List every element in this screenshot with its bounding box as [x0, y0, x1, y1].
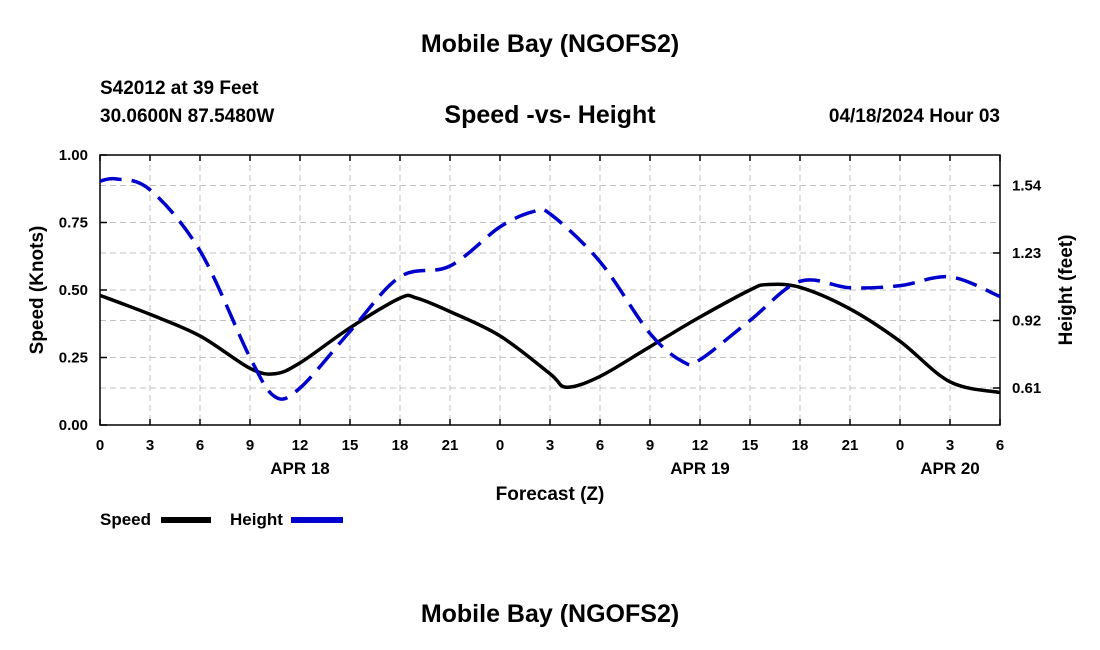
x-tick-label: 18 — [392, 437, 409, 454]
series-line-speed — [99, 282, 1001, 395]
y-tick-label: 1.00 — [59, 147, 88, 164]
x-tick-label: 9 — [246, 437, 254, 454]
axis-ticks — [99, 154, 1001, 426]
x-tick-label: 0 — [896, 437, 904, 454]
legend-height-label: Height — [230, 510, 283, 529]
x-tick-label: 0 — [496, 437, 504, 454]
y-tick-label: 0.00 — [59, 417, 88, 434]
x-axis-label: Forecast (Z) — [496, 484, 605, 505]
date-label: APR 19 — [670, 459, 730, 478]
footer-title: Mobile Bay (NGOFS2) — [420, 600, 680, 628]
x-tick-label: 12 — [292, 437, 309, 454]
x-tick-label: 9 — [646, 437, 654, 454]
y-tick-label: 0.50 — [59, 282, 88, 299]
y2-tick-label: 0.92 — [1012, 312, 1041, 329]
y2-tick-label: 0.61 — [1012, 380, 1041, 397]
x-tick-label: 15 — [742, 437, 759, 454]
x-tick-label: 0 — [96, 437, 104, 454]
y2-tick-label: 1.23 — [1012, 245, 1041, 262]
x-tick-label: 3 — [946, 437, 954, 454]
y-tick-label: 0.75 — [59, 215, 88, 232]
station-coordinates: 30.0600N 87.5480W — [100, 106, 275, 127]
y2-tick-label: 1.54 — [1012, 177, 1042, 194]
x-tick-label: 3 — [546, 437, 554, 454]
tick-labels: 0 3 6 9 12 15 18 21 0 3 6 9 12 15 18 21 0 3 6 0.00 0.25 0.50 0… — [59, 147, 1042, 478]
station-label: S42012 at 39 Feet — [100, 78, 259, 99]
y-axis-label: Speed (Knots) — [27, 226, 48, 355]
series-line-height — [99, 176, 1001, 401]
date-label: APR 20 — [920, 459, 980, 478]
y-tick-label: 0.25 — [59, 350, 88, 367]
x-tick-label: 12 — [692, 437, 709, 454]
x-tick-label: 6 — [996, 437, 1004, 454]
legend: Speed Height — [100, 510, 343, 529]
x-tick-label: 6 — [596, 437, 604, 454]
grid — [100, 155, 1000, 425]
series-lines — [99, 176, 1001, 401]
x-tick-label: 6 — [196, 437, 204, 454]
forecast-date: 04/18/2024 Hour 03 — [828, 106, 1000, 127]
x-tick-label: 21 — [442, 437, 459, 454]
chart-subtitle: Speed -vs- Height — [444, 101, 656, 129]
x-tick-label: 18 — [792, 437, 809, 454]
legend-speed-label: Speed — [100, 510, 151, 529]
x-tick-label: 3 — [146, 437, 154, 454]
date-label: APR 18 — [270, 459, 330, 478]
x-tick-label: 15 — [342, 437, 359, 454]
x-tick-label: 21 — [842, 437, 859, 454]
main-title: Mobile Bay (NGOFS2) — [420, 30, 680, 58]
y2-axis-label: Height (feet) — [1056, 235, 1077, 346]
